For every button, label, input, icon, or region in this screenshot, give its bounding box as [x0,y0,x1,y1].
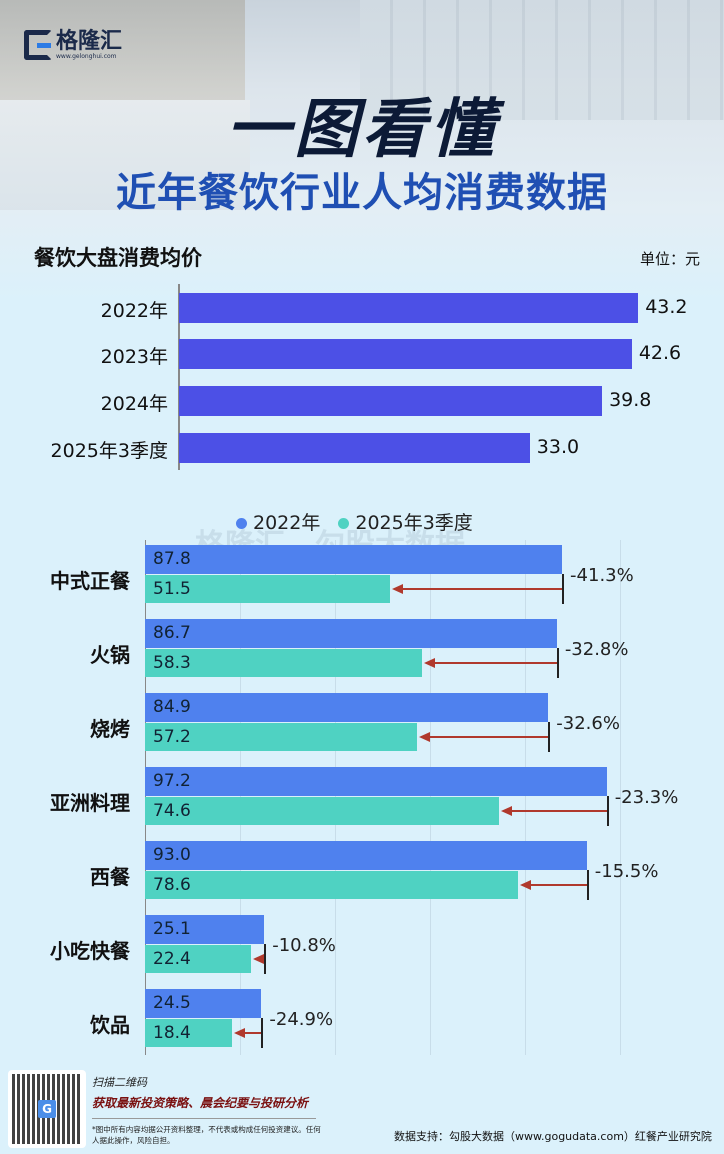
chart2-category-label: 烧烤 [90,717,130,741]
bar-2025q3: 51.5 [145,575,390,603]
promo-text: 获取最新投资策略、晨会纪要与投研分析 [92,1096,309,1110]
background-windows [360,0,724,120]
background-shelf [0,0,245,100]
legend-dot-icon [236,518,247,529]
change-tick [606,796,609,826]
bar-2025q3: 58.3 [145,649,422,677]
arrow-head-icon [253,954,265,964]
legend-item-2022: 2022年 [236,508,320,535]
legend-item-2025q3: 2025年3季度 [338,508,473,535]
bar-2025q3: 78.6 [145,871,519,899]
arrow-head-icon [520,880,532,890]
chart1-bar [179,386,603,416]
chart2-category-label: 火锅 [90,643,130,667]
footer: G 扫描二维码 获取最新投资策略、晨会纪要与投研分析 *图中所有内容均据公开资料… [0,1062,724,1154]
chart1-category-label: 2022年 [100,300,168,322]
background-counter [0,100,250,210]
brand-name: 格隆汇 [56,28,123,54]
change-tick [261,1018,264,1048]
change-label: -41.3% [570,565,634,586]
chart2-gridline [620,540,621,1055]
chart2-gridline [525,540,526,1055]
chart2-category-label: 中式正餐 [50,569,130,593]
arrow-head-icon [418,732,430,742]
legend-dot-icon [338,518,350,529]
change-tick [548,722,551,752]
bar-2025q3: 57.2 [145,723,417,751]
change-arrow [431,662,557,664]
chart1-value-label: 39.8 [609,389,652,411]
change-arrow [426,736,549,738]
brand-logo: 格隆汇 www.gelonghui.com [24,30,122,60]
bar-2022: 93.0 [145,841,587,870]
change-arrow [399,588,563,590]
chart1-category-label: 2024年 [100,393,168,415]
arrow-head-icon [501,806,513,816]
chart1-category-label: 2025年3季度 [50,440,168,462]
qr-logo-icon: G [38,1100,56,1118]
chart2-category-label: 西餐 [90,865,130,889]
data-source: 数据支持：勾股大数据（www.gogudata.com）红餐产业研究院 [394,1130,712,1143]
scan-text: 扫描二维码 [92,1076,147,1089]
chart1-value-label: 42.6 [638,342,682,364]
chart1-bar [179,293,639,323]
chart2-category-label: 小吃快餐 [50,939,130,963]
change-tick [556,648,559,678]
change-tick [562,574,565,604]
logo-g-icon [24,30,52,60]
arrow-head-icon [391,584,403,594]
change-tick [264,944,267,974]
divider [92,1118,316,1119]
bar-2022: 24.5 [145,989,262,1018]
bar-2022: 25.1 [145,915,265,944]
chart1-title: 餐饮大盘消费均价 [34,246,202,270]
change-tick [586,870,589,900]
chart1-unit: 单位：元 [639,250,700,268]
chart1-value-label: 43.2 [645,296,688,318]
bar-2022: 87.8 [145,545,563,574]
change-label: -32.8% [564,639,629,660]
change-label: -24.9% [269,1009,334,1030]
chart1-value-label: 33.0 [536,436,580,458]
chart2-category-label: 亚洲料理 [50,791,130,815]
page-title: 一图看懂 [226,93,498,167]
chart1-bar [179,433,530,463]
chart1-category-label: 2023年 [100,346,168,368]
hero-background [0,0,724,300]
change-arrow [509,810,607,812]
bar-2022: 84.9 [145,693,549,722]
change-label: -15.5% [594,861,659,882]
chart2-category-label: 饮品 [90,1013,130,1037]
change-arrow [528,884,587,886]
chart2-legend: 2022年 2025年3季度 [236,508,473,535]
bar-2025q3: 22.4 [145,945,252,973]
bar-2022: 86.7 [145,619,557,648]
chart1-axis [178,284,180,470]
page-subtitle: 近年餐饮行业人均消费数据 [116,170,608,216]
bar-2022: 97.2 [145,767,607,796]
arrow-head-icon [423,658,435,668]
bar-2025q3: 74.6 [145,797,500,825]
brand-url: www.gelonghui.com [56,52,117,60]
change-label: -10.8% [272,935,336,956]
change-label: -32.6% [556,713,620,734]
disclaimer: *图中所有内容均据公开资料整理，不代表或构成任何投资建议。任何人据此操作，风险自… [92,1125,321,1145]
change-arrow [242,1032,262,1034]
change-label: -23.3% [614,787,679,808]
chart1-bar [179,339,632,369]
arrow-head-icon [234,1028,246,1038]
bar-2025q3: 18.4 [145,1019,233,1047]
qr-code[interactable]: G [8,1070,86,1148]
